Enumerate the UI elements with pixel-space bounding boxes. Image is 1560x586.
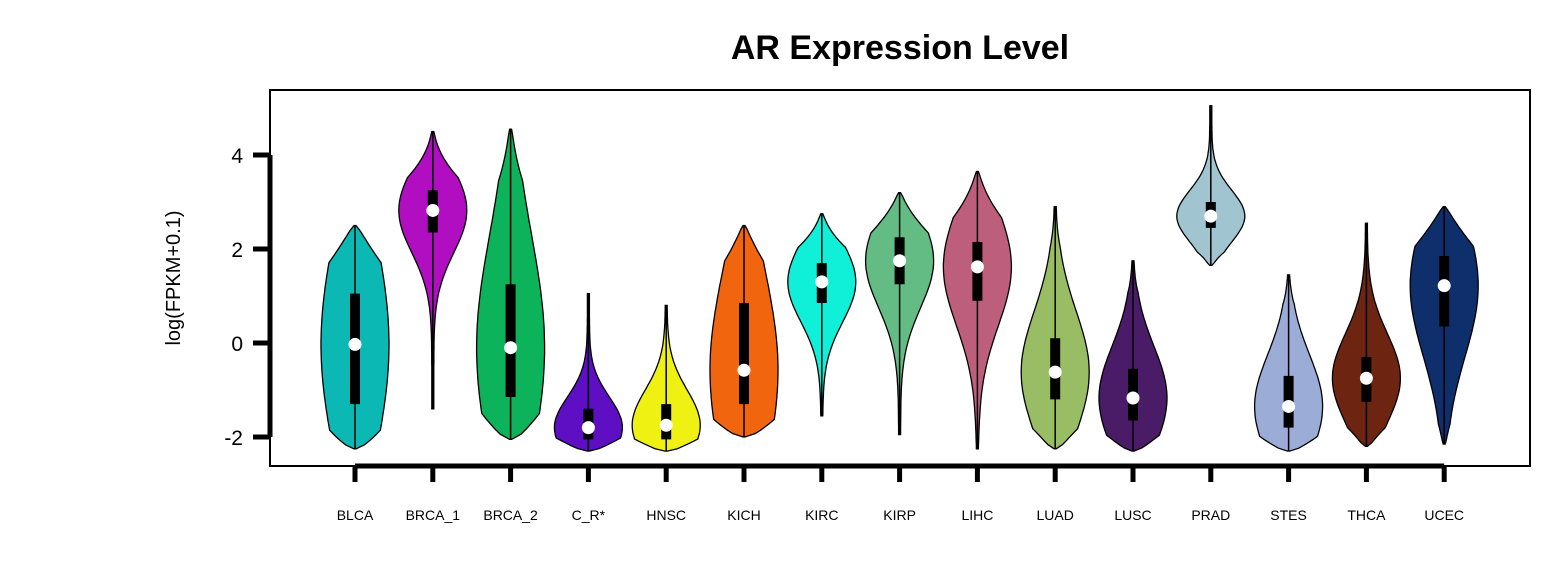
violin-median-point	[1282, 399, 1296, 413]
violin-median-point	[1437, 279, 1451, 293]
x-tick-label: LUAD	[1037, 507, 1074, 523]
y-tick-label: 4	[231, 145, 243, 168]
y-tick-label: 2	[231, 239, 243, 262]
x-tick-label: LUSC	[1114, 507, 1151, 523]
violin-median-point	[1126, 391, 1140, 405]
violin-median-point	[1359, 371, 1373, 385]
x-tick-label: KIRP	[883, 507, 916, 523]
violin-median-point	[893, 254, 907, 268]
y-axis-label: log(FPKM+0.1)	[163, 210, 185, 345]
y-tick-label: -2	[224, 427, 243, 450]
violin-median-point	[426, 203, 440, 217]
x-tick-label: KICH	[727, 507, 760, 523]
y-axis: -2 0 2 4	[224, 145, 273, 450]
violin-median-point	[970, 260, 984, 274]
x-tick-label: UCEC	[1424, 507, 1464, 523]
x-tick-label: BRCA_1	[406, 507, 461, 523]
violin-median-point	[737, 363, 751, 377]
violin-layer	[320, 104, 1479, 452]
chart-title: AR Expression Level	[731, 29, 1069, 67]
x-tick-label: PRAD	[1191, 507, 1230, 523]
x-tick-label: KIRC	[805, 507, 838, 523]
violin-median-point	[581, 421, 595, 435]
violin-median-point	[504, 341, 518, 355]
violin-median-point	[1204, 209, 1218, 223]
y-tick-label: 0	[231, 333, 243, 356]
x-axis: BLCA BRCA_1 BRCA_2 C_R* HNSC KICH KIRC KIRP LIHC…	[337, 463, 1464, 523]
x-tick-label: C_R*	[572, 507, 606, 523]
x-tick-label: HNSC	[646, 507, 686, 523]
violin-median-point	[1048, 365, 1062, 379]
x-tick-label: BLCA	[337, 507, 374, 523]
violin-median-point	[659, 418, 673, 432]
x-tick-label: STES	[1270, 507, 1307, 523]
violin-median-point	[348, 337, 362, 351]
x-tick-label: BRCA_2	[483, 507, 538, 523]
x-tick-label: LIHC	[961, 507, 993, 523]
violin-median-point	[815, 275, 829, 289]
x-tick-label: THCA	[1347, 507, 1386, 523]
